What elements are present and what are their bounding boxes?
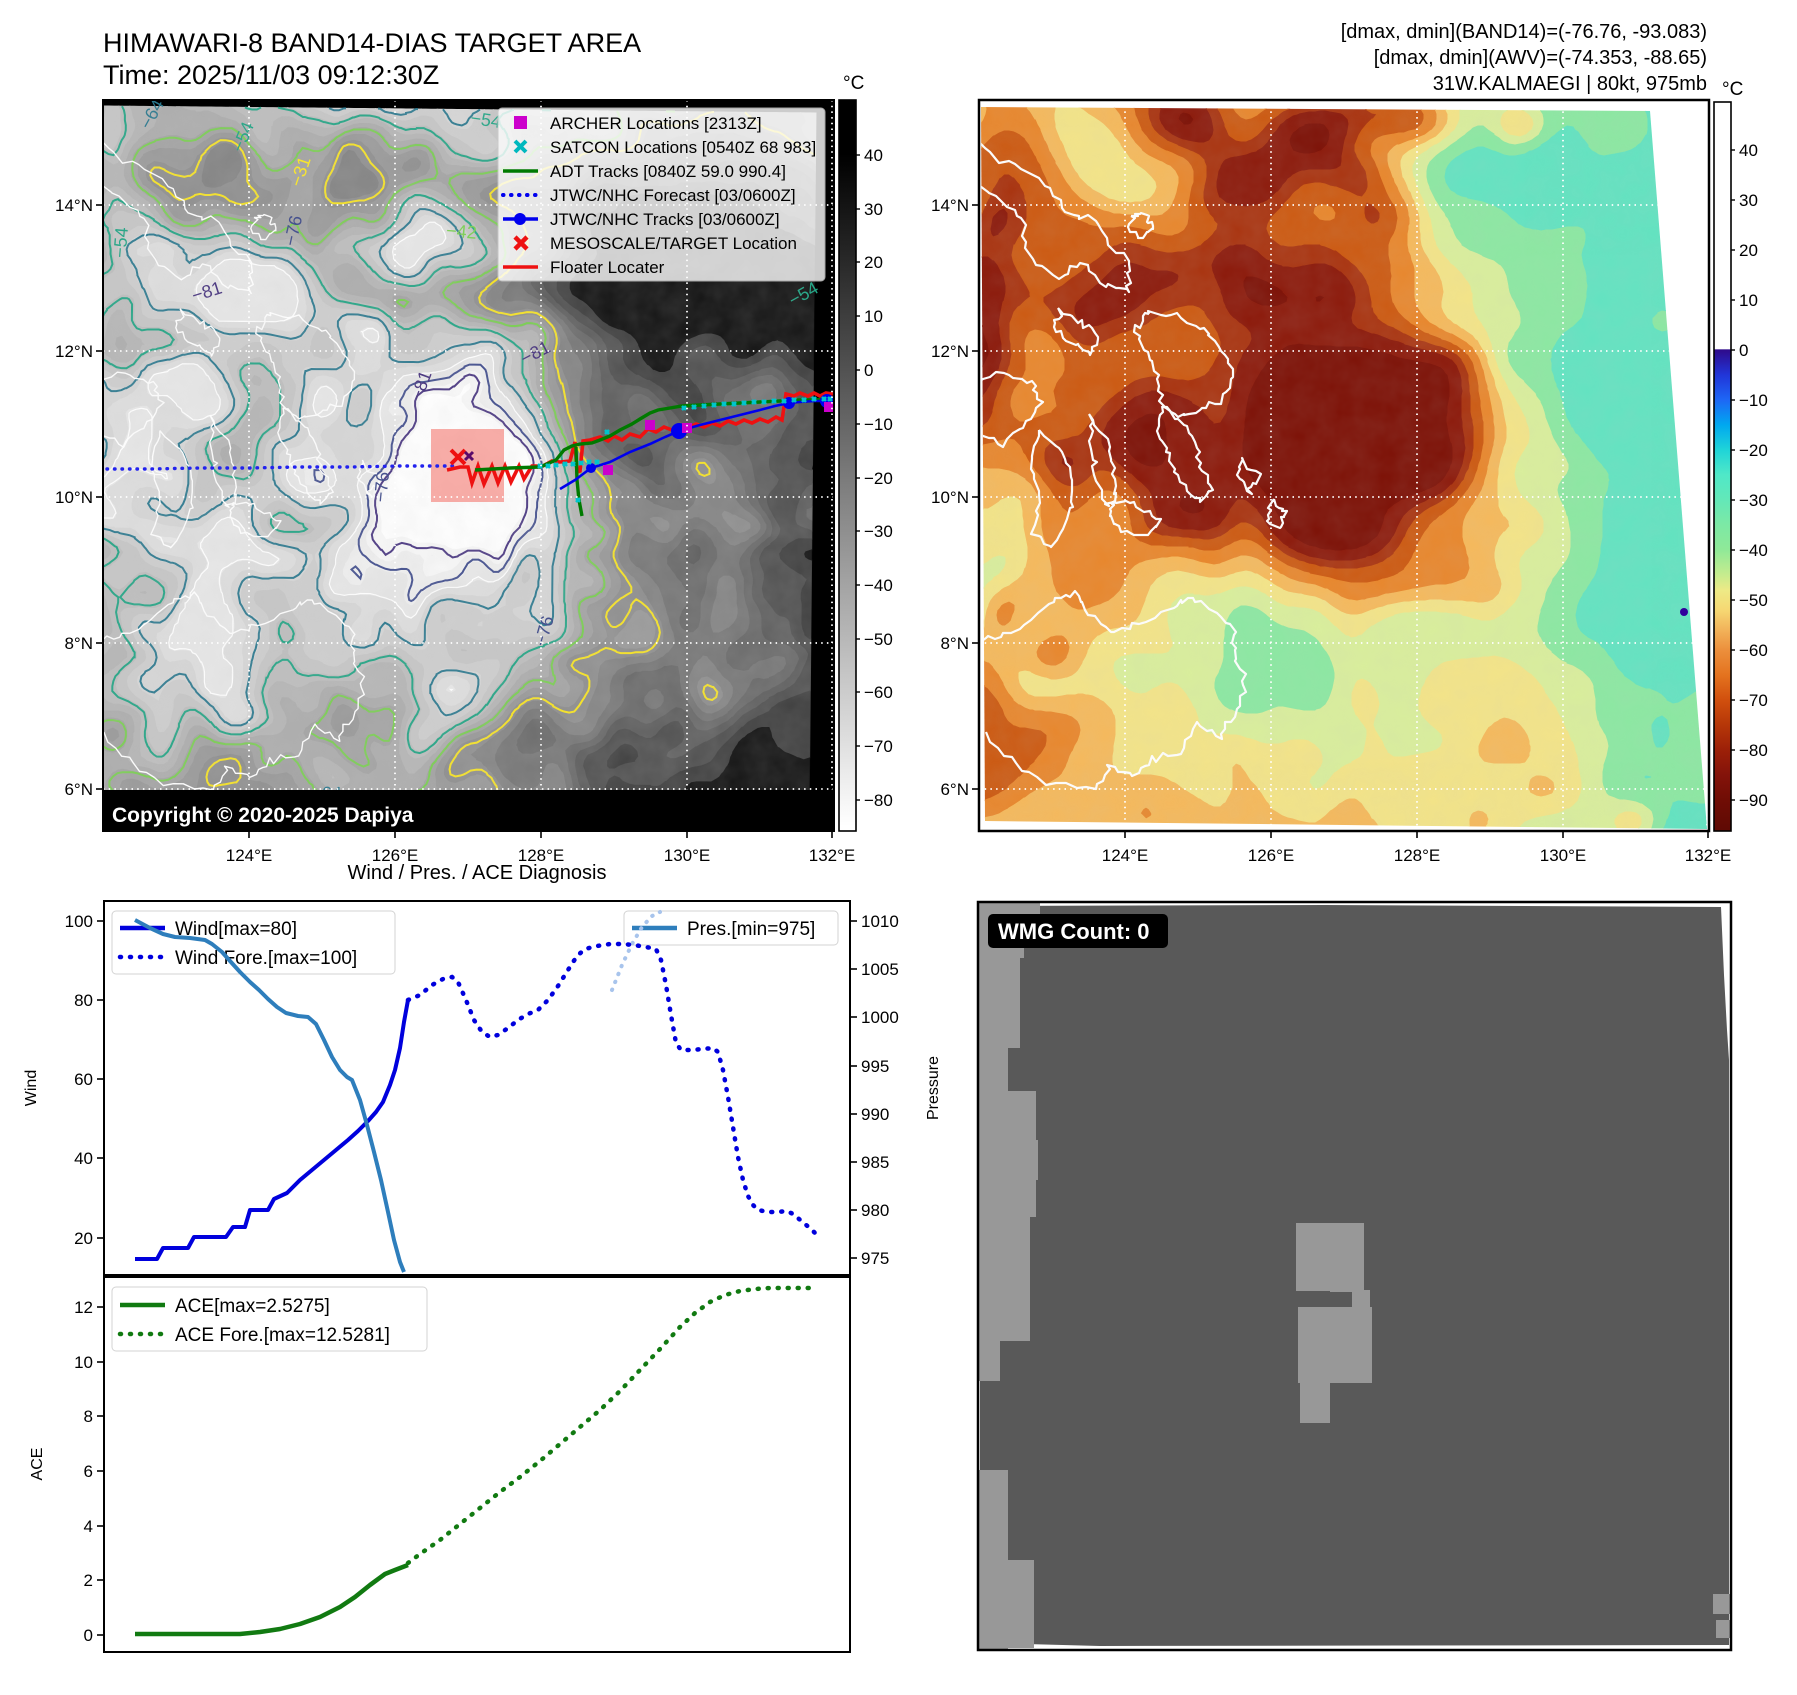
- svg-text:40: 40: [74, 1149, 93, 1168]
- svg-text:80: 80: [74, 991, 93, 1010]
- svg-text:14°N: 14°N: [931, 196, 969, 215]
- svg-text:Copyright © 2020-2025 Dapiya: Copyright © 2020-2025 Dapiya: [112, 804, 414, 827]
- svg-text:40: 40: [1739, 141, 1758, 160]
- svg-text:WMG Count: 0: WMG Count: 0: [998, 919, 1150, 944]
- svg-text:30: 30: [1739, 191, 1758, 210]
- svg-text:2: 2: [84, 1571, 93, 1590]
- svg-text:128°E: 128°E: [518, 846, 565, 865]
- svg-text:60: 60: [74, 1070, 93, 1089]
- svg-text:−90: −90: [1739, 791, 1768, 810]
- svg-text:−60: −60: [1739, 641, 1768, 660]
- svg-text:−20: −20: [1739, 441, 1768, 460]
- svg-text:6°N: 6°N: [940, 780, 969, 799]
- svg-text:30: 30: [864, 200, 883, 219]
- svg-text:Wind[max=80]: Wind[max=80]: [175, 919, 297, 940]
- svg-text:Wind / Pres. / ACE Diagnosis: Wind / Pres. / ACE Diagnosis: [348, 862, 607, 884]
- svg-text:[dmax, dmin](AWV)=(-74.353, -8: [dmax, dmin](AWV)=(-74.353, -88.65): [1374, 47, 1707, 69]
- svg-text:12: 12: [74, 1298, 93, 1317]
- svg-text:995: 995: [861, 1057, 889, 1076]
- svg-text:10°N: 10°N: [55, 488, 93, 507]
- svg-text:4: 4: [84, 1517, 93, 1536]
- svg-text:−70: −70: [864, 737, 893, 756]
- svg-text:−80: −80: [864, 791, 893, 810]
- svg-text:°C: °C: [1722, 79, 1743, 100]
- svg-text:ARCHER Locations [2313Z]: ARCHER Locations [2313Z]: [550, 114, 762, 133]
- svg-text:10: 10: [864, 307, 883, 326]
- svg-text:0: 0: [1739, 341, 1748, 360]
- svg-text:°C: °C: [843, 73, 864, 94]
- svg-text:10: 10: [74, 1353, 93, 1372]
- svg-text:20: 20: [1739, 241, 1758, 260]
- svg-text:JTWC/NHC Tracks [03/0600Z]: JTWC/NHC Tracks [03/0600Z]: [550, 210, 780, 229]
- svg-text:ACE[max=2.5275]: ACE[max=2.5275]: [175, 1296, 330, 1317]
- svg-text:−80: −80: [1739, 741, 1768, 760]
- svg-text:10°N: 10°N: [931, 488, 969, 507]
- svg-text:−10: −10: [1739, 391, 1768, 410]
- svg-text:Pres.[min=975]: Pres.[min=975]: [687, 919, 815, 940]
- svg-text:985: 985: [861, 1153, 889, 1172]
- svg-text:124°E: 124°E: [226, 846, 273, 865]
- svg-text:1000: 1000: [861, 1008, 899, 1027]
- svg-text:124°E: 124°E: [1102, 846, 1149, 865]
- svg-text:Pressure: Pressure: [925, 1056, 942, 1120]
- svg-text:[dmax, dmin](BAND14)=(-76.76,: [dmax, dmin](BAND14)=(-76.76, -93.083): [1341, 21, 1707, 43]
- svg-text:40: 40: [864, 146, 883, 165]
- svg-text:980: 980: [861, 1201, 889, 1220]
- svg-text:6: 6: [84, 1462, 93, 1481]
- svg-text:MESOSCALE/TARGET Location: MESOSCALE/TARGET Location: [550, 234, 797, 253]
- svg-text:126°E: 126°E: [1248, 846, 1295, 865]
- svg-text:1010: 1010: [861, 912, 899, 931]
- svg-text:130°E: 130°E: [1540, 846, 1587, 865]
- svg-text:ACE: ACE: [29, 1448, 46, 1481]
- svg-text:Time: 2025/11/03 09:12:30Z: Time: 2025/11/03 09:12:30Z: [103, 60, 439, 90]
- svg-text:12°N: 12°N: [55, 342, 93, 361]
- svg-text:ADT Tracks [0840Z 59.0 990.4]: ADT Tracks [0840Z 59.0 990.4]: [550, 162, 786, 181]
- svg-text:20: 20: [74, 1229, 93, 1248]
- svg-text:−50: −50: [1739, 591, 1768, 610]
- svg-text:−60: −60: [864, 683, 893, 702]
- svg-text:0: 0: [84, 1626, 93, 1645]
- svg-text:130°E: 130°E: [664, 846, 711, 865]
- svg-text:−70: −70: [1739, 691, 1768, 710]
- svg-text:Wind Fore.[max=100]: Wind Fore.[max=100]: [175, 948, 357, 969]
- svg-text:−50: −50: [864, 630, 893, 649]
- svg-text:0: 0: [864, 361, 873, 380]
- svg-text:31W.KALMAEGI | 80kt, 975mb: 31W.KALMAEGI | 80kt, 975mb: [1433, 73, 1707, 95]
- svg-text:12°N: 12°N: [931, 342, 969, 361]
- svg-text:ACE Fore.[max=12.5281]: ACE Fore.[max=12.5281]: [175, 1325, 390, 1346]
- svg-text:8°N: 8°N: [940, 634, 969, 653]
- svg-text:SATCON Locations [0540Z 68 983: SATCON Locations [0540Z 68 983]: [550, 138, 816, 157]
- svg-text:−30: −30: [864, 522, 893, 541]
- svg-text:14°N: 14°N: [55, 196, 93, 215]
- svg-text:128°E: 128°E: [1394, 846, 1441, 865]
- svg-text:−40: −40: [1739, 541, 1768, 560]
- svg-text:126°E: 126°E: [372, 846, 419, 865]
- svg-text:HIMAWARI-8 BAND14-DIAS TARGET: HIMAWARI-8 BAND14-DIAS TARGET AREA: [103, 28, 641, 58]
- svg-text:1005: 1005: [861, 960, 899, 979]
- svg-text:132°E: 132°E: [1685, 846, 1732, 865]
- svg-text:6°N: 6°N: [64, 780, 93, 799]
- svg-text:−40: −40: [864, 576, 893, 595]
- svg-text:20: 20: [864, 253, 883, 272]
- svg-text:10: 10: [1739, 291, 1758, 310]
- svg-text:−30: −30: [1739, 491, 1768, 510]
- svg-text:Floater Locater: Floater Locater: [550, 258, 665, 277]
- svg-text:−10: −10: [864, 415, 893, 434]
- svg-text:990: 990: [861, 1105, 889, 1124]
- svg-text:100: 100: [65, 912, 93, 931]
- svg-text:8: 8: [84, 1407, 93, 1426]
- svg-text:−20: −20: [864, 469, 893, 488]
- svg-text:Wind: Wind: [23, 1070, 40, 1106]
- svg-text:JTWC/NHC Forecast [03/0600Z]: JTWC/NHC Forecast [03/0600Z]: [550, 186, 796, 205]
- svg-text:8°N: 8°N: [64, 634, 93, 653]
- svg-text:975: 975: [861, 1249, 889, 1268]
- svg-text:132°E: 132°E: [809, 846, 856, 865]
